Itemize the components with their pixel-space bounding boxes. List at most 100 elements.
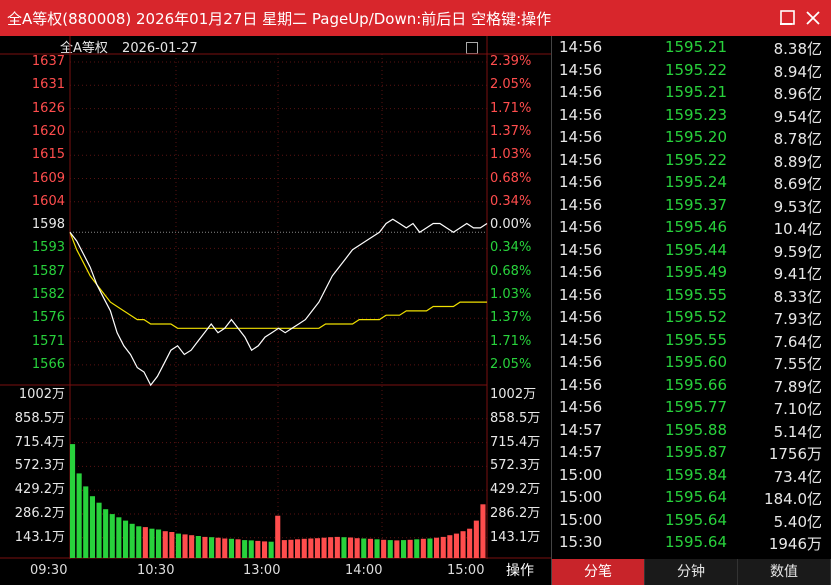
percent-tick-label: 0.34%	[490, 193, 532, 209]
tick-time: 15:00	[559, 465, 603, 484]
volume-tick-label: 715.4万	[14, 434, 65, 450]
tab-ticks[interactable]: 分笔	[552, 559, 645, 585]
tick-price: 1595.60	[664, 353, 727, 371]
tick-price: 1595.44	[664, 240, 727, 259]
price-tick-label: 1566	[31, 356, 65, 372]
price-tick-label: 1593	[31, 240, 65, 256]
volume-bar	[401, 540, 407, 558]
tick-price: 1595.52	[664, 308, 727, 326]
tick-time: 15:00	[559, 488, 603, 506]
tick-row: 15:00 1595.84 73.4亿	[552, 464, 831, 487]
percent-tick-label: 1.71%	[490, 100, 532, 116]
tick-list[interactable]: 14:56 1595.21 8.38亿 14:56 1595.22 8.94亿 14:56 1…	[552, 36, 831, 554]
tab-minutes[interactable]: 分钟	[645, 559, 738, 585]
percent-tick-label: 1.37%	[490, 123, 532, 139]
tick-price: 1595.20	[664, 128, 727, 146]
volume-bar	[123, 520, 129, 558]
volume-bar	[96, 502, 102, 558]
volume-bar	[453, 533, 459, 558]
volume-bar	[281, 540, 287, 558]
tick-price: 1595.84	[664, 465, 727, 484]
time-tick-label: 10:30	[137, 563, 175, 578]
tick-time: 14:57	[559, 420, 603, 439]
volume-tick-label: 572.3万	[490, 458, 541, 474]
volume-bar	[361, 538, 367, 558]
volume-bar	[228, 538, 234, 558]
tick-price: 1595.22	[664, 150, 727, 169]
tick-time: 14:56	[559, 398, 603, 416]
tick-volume: 8.38亿	[773, 40, 822, 58]
percent-tick-label: 2.05%	[490, 356, 532, 372]
volume-bar	[367, 538, 373, 558]
price-tick-label: 1571	[31, 333, 65, 349]
tick-row: 14:56 1595.55 7.64亿	[552, 329, 831, 352]
volume-tick-label: 143.1万	[14, 529, 65, 545]
price-tick-label: 1626	[31, 100, 65, 116]
intraday-chart[interactable]	[0, 36, 551, 559]
volume-bar	[321, 537, 327, 558]
tick-row: 14:56 1595.77 7.10亿	[552, 396, 831, 419]
volume-bar	[116, 517, 122, 558]
tick-time: 14:56	[559, 105, 603, 124]
tick-price: 1595.21	[664, 38, 727, 56]
volume-bar	[195, 536, 201, 558]
tick-price: 1595.49	[664, 263, 727, 281]
price-tick-label: 1637	[31, 54, 65, 69]
tick-volume: 5.40亿	[773, 512, 822, 531]
tick-row: 14:56 1595.52 7.93亿	[552, 306, 831, 329]
tick-row: 14:56 1595.21 8.96亿	[552, 81, 831, 104]
tick-volume: 9.41亿	[773, 265, 822, 283]
tick-price: 1595.64	[664, 510, 727, 529]
tick-price: 1595.22	[664, 60, 727, 79]
tick-volume: 9.53亿	[773, 197, 822, 216]
chart-header: 全A等权 2026-01-27	[60, 37, 198, 56]
volume-bar	[149, 528, 155, 558]
tick-volume: 8.78亿	[773, 130, 822, 148]
tick-time: 14:56	[559, 263, 603, 281]
tick-row: 14:57 1595.87 1756万	[552, 441, 831, 464]
tick-price: 1595.66	[664, 375, 727, 394]
tick-volume: 8.69亿	[773, 175, 822, 193]
volume-bar	[162, 531, 168, 558]
tick-volume: 7.64亿	[773, 332, 822, 351]
percent-tick-label: 0.34%	[490, 240, 532, 256]
volume-bar	[348, 537, 354, 558]
tick-time: 14:56	[559, 38, 603, 56]
tick-row: 14:56 1595.24 8.69亿	[552, 171, 831, 194]
volume-bar	[76, 473, 82, 558]
volume-bar	[242, 540, 248, 558]
tick-row: 14:56 1595.60 7.55亿	[552, 351, 831, 374]
volume-bar	[202, 536, 208, 558]
volume-bar	[109, 514, 115, 558]
tick-time: 14:56	[559, 375, 603, 394]
volume-tick-label: 858.5万	[490, 410, 541, 426]
volume-tick-label: 286.2万	[490, 506, 541, 521]
tick-price: 1595.21	[664, 83, 727, 101]
volume-tick-label: 858.5万	[14, 410, 65, 426]
price-line	[69, 218, 488, 387]
maximize-icon[interactable]	[778, 8, 798, 28]
tick-volume: 8.33亿	[773, 287, 822, 306]
volume-tick-label: 572.3万	[14, 458, 65, 474]
tab-values[interactable]: 数值	[738, 559, 831, 585]
close-icon[interactable]	[803, 8, 823, 28]
tick-time: 14:56	[559, 83, 603, 101]
volume-bar	[136, 526, 142, 558]
percent-tick-label: 0.68%	[490, 170, 532, 186]
operate-button[interactable]: 操作	[506, 563, 534, 579]
price-tick-label: 1615	[31, 147, 65, 163]
volume-bar	[354, 538, 360, 558]
volume-tick-label: 143.1万	[490, 529, 541, 545]
tick-row: 14:56 1595.20 8.78亿	[552, 126, 831, 149]
tick-row: 14:56 1595.23 9.54亿	[552, 104, 831, 127]
tick-volume: 7.89亿	[773, 377, 822, 396]
tick-time: 14:56	[559, 128, 603, 146]
tick-time: 15:00	[559, 510, 603, 529]
price-tick-label: 1609	[31, 170, 65, 186]
tick-volume: 7.93亿	[773, 310, 822, 328]
tick-volume: 184.0亿	[764, 490, 822, 508]
volume-bar	[83, 486, 89, 558]
percent-tick-label: 0.68%	[490, 263, 532, 279]
tick-row: 15:00 1595.64 5.40亿	[552, 509, 831, 532]
volume-bar	[467, 528, 473, 558]
